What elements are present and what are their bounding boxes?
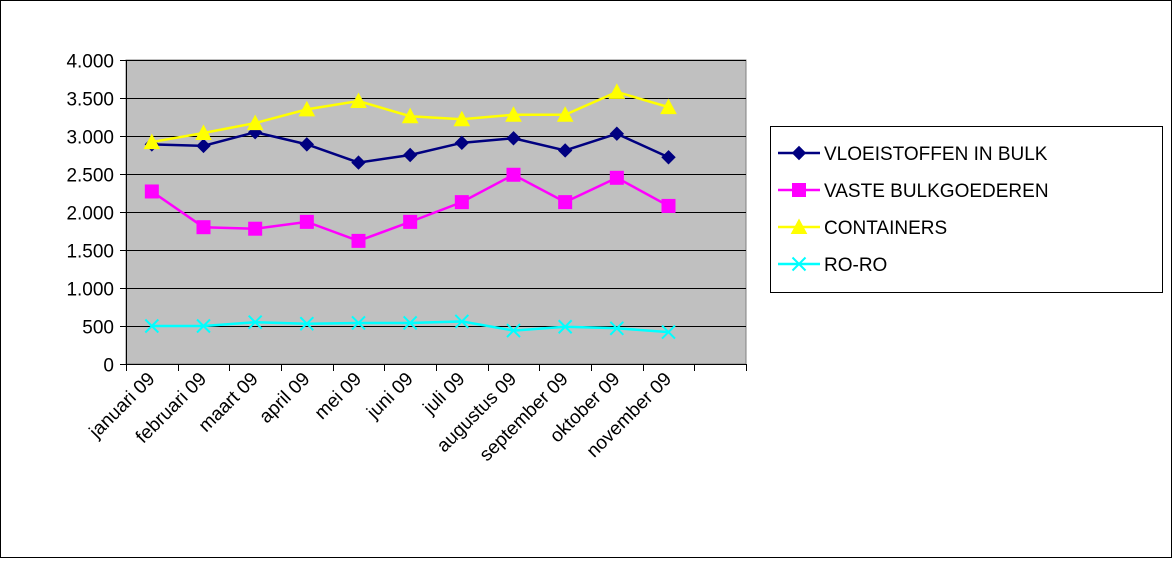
legend-item: VLOEISTOFFEN IN BULK: [778, 144, 1048, 165]
data-point: [661, 324, 676, 340]
y-tick-label: 2.000: [66, 204, 114, 225]
data-point: [609, 126, 625, 141]
data-point: [557, 319, 573, 334]
data-point: [454, 135, 470, 151]
data-point: [351, 233, 366, 248]
data-point: [298, 100, 316, 117]
data-point: [609, 170, 624, 185]
data-point: [401, 107, 419, 124]
data-point: [402, 315, 418, 331]
data-point: [454, 195, 469, 210]
legend-marker: [791, 145, 807, 161]
data-point: [196, 318, 211, 334]
data-point: [351, 155, 366, 170]
data-point: [454, 314, 470, 329]
legend-item: VASTE BULKGOEDEREN: [778, 181, 1049, 202]
legend-box: [770, 126, 1163, 293]
series-3: [144, 314, 676, 340]
data-point: [350, 92, 367, 109]
data-point: [506, 323, 521, 338]
data-point: [453, 110, 471, 127]
data-point: [608, 83, 626, 99]
legend-marker: [790, 218, 808, 234]
data-point: [660, 98, 677, 115]
data-point: [247, 314, 263, 330]
series-1: [144, 167, 676, 248]
data-point: [506, 167, 521, 182]
data-point: [195, 124, 212, 140]
y-tick-label: 2.500: [66, 166, 114, 187]
y-tick-label: 3.000: [66, 128, 114, 149]
data-point: [609, 321, 625, 336]
data-point: [351, 315, 366, 331]
y-tick-label: 0: [103, 356, 114, 377]
data-point: [299, 214, 314, 229]
data-point: [299, 137, 315, 152]
series-0: [144, 124, 676, 170]
data-point: [403, 214, 418, 229]
data-point: [505, 106, 522, 122]
y-tick-label: 1.500: [66, 242, 114, 263]
y-tick-label: 500: [82, 318, 114, 339]
legend: VLOEISTOFFEN IN BULK VASTE BULKGOEDEREN CO…: [770, 126, 1163, 293]
data-point: [144, 184, 159, 199]
data-point: [196, 220, 211, 235]
legend-item: CONTAINERS: [778, 218, 947, 239]
data-point: [402, 147, 418, 163]
legend-label: VASTE BULKGOEDEREN: [824, 181, 1049, 202]
data-point: [557, 143, 573, 158]
data-point: [143, 133, 161, 150]
data-point: [556, 106, 574, 122]
data-point: [506, 131, 521, 146]
legend-label: VLOEISTOFFEN IN BULK: [824, 144, 1048, 165]
legend-marker: [792, 183, 806, 197]
data-point: [661, 150, 676, 165]
y-tick-label: 3.500: [66, 90, 114, 111]
y-tick-label: 1.000: [66, 280, 114, 301]
data-point: [558, 195, 573, 210]
y-tick-label: 4.000: [66, 52, 114, 73]
data-point: [196, 138, 211, 154]
data-point: [144, 318, 160, 334]
data-point: [248, 221, 263, 236]
data-point: [246, 114, 264, 131]
legend-marker: [791, 256, 807, 272]
legend-label: CONTAINERS: [824, 218, 947, 239]
legend-label: RO-RO: [824, 255, 887, 276]
data-point: [661, 198, 676, 213]
data-point: [299, 316, 315, 331]
series-2: [143, 83, 677, 150]
legend-item: RO-RO: [778, 255, 887, 276]
